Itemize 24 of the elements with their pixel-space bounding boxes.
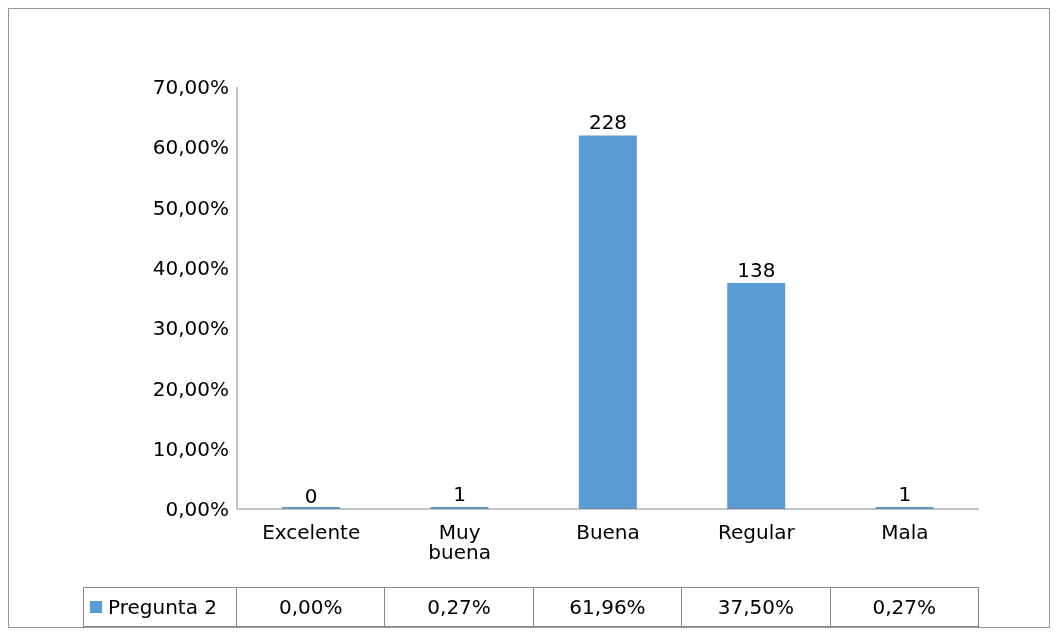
text: 37,50% [717, 595, 794, 619]
y-tick-label: 0,00% [165, 497, 229, 522]
legend-label: Pregunta 2 [108, 595, 218, 619]
text: 0,00% [278, 595, 343, 619]
y-tick-label: 10,00% [152, 436, 229, 461]
y-tick-label: 30,00% [152, 316, 229, 341]
annotation: 1 [898, 482, 912, 507]
y-tick-label: 50,00% [152, 195, 229, 220]
annotation: 1 [453, 482, 466, 507]
x-tick-label: Buena [576, 520, 640, 545]
annotation: 228 [588, 110, 628, 135]
text: 61,96% [569, 595, 646, 619]
annotation: 138 [737, 257, 776, 282]
y-tick-label: 40,00% [152, 255, 229, 280]
text: 0,27% [427, 595, 491, 619]
y-tick-label: 60,00% [152, 135, 229, 160]
x-tick-label: Muy buena [428, 520, 491, 565]
x-tick-label: Excelente [262, 520, 361, 545]
y-tick-label: 20,00% [152, 376, 229, 401]
text: 0,27% [872, 595, 937, 619]
annotation: 0 [304, 484, 318, 508]
x-tick-label: Mala [881, 520, 929, 545]
x-tick-label: Regular [718, 520, 796, 545]
y-tick-label: 70,00% [152, 75, 229, 100]
